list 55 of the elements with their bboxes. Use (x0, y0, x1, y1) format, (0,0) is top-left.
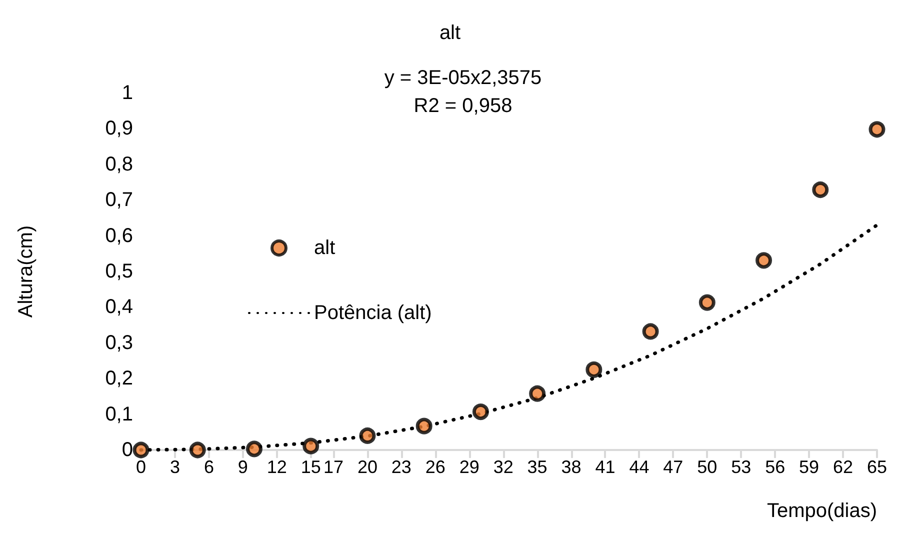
point (302, 438, 320, 454)
point (586, 361, 602, 378)
x-axis-title: Tempo(dias) (766, 500, 878, 522)
legend-label: alt (314, 237, 336, 259)
x-tick-label: 9 (238, 457, 248, 477)
point (416, 418, 432, 434)
point (189, 442, 206, 458)
x-tick-label: 6 (204, 457, 214, 477)
point (698, 294, 716, 311)
x-tick-label: 12 (266, 457, 287, 477)
point (642, 323, 659, 340)
chart-title: alt (439, 22, 462, 44)
x-tick-label: 29 (459, 457, 480, 477)
y-tick-label: 0,4 (105, 296, 133, 318)
x-tick-label: 65 (866, 457, 888, 477)
point (529, 385, 546, 402)
x-tick-label: 50 (697, 457, 718, 477)
point (756, 252, 772, 269)
point (246, 440, 262, 458)
point (812, 182, 829, 198)
x-tick-label: 32 (493, 457, 514, 477)
y-tick-label: 1 (122, 82, 133, 104)
x-tick-label: 20 (357, 457, 378, 477)
text: y = 3E-05x2,3575 (384, 67, 542, 89)
legend-label: Potência (alt) (314, 302, 432, 324)
y-tick-label: 0,1 (105, 403, 133, 426)
y-tick-label: 0,7 (105, 189, 133, 212)
annotation: R2 = 0,958 (414, 95, 512, 117)
x-tick-label: 38 (561, 457, 582, 477)
x-tick-label: 62 (833, 457, 854, 477)
x-tick-label: 3 (170, 457, 180, 477)
x-tick-label: 44 (629, 457, 650, 477)
x-tick-label: 0 (136, 457, 146, 477)
x-tick-label: 17 (323, 457, 344, 477)
y-tick-label: 0,3 (105, 332, 133, 354)
y-tick-label: 0,6 (105, 224, 133, 247)
x-tick-label: 15 (300, 457, 321, 477)
x-tick-label: 26 (425, 457, 446, 477)
y-tick-label: 0,8 (105, 153, 133, 176)
x-tick-label: 56 (765, 457, 786, 477)
x-tick-label: 23 (391, 457, 412, 477)
x-tick-label: 35 (527, 457, 548, 477)
x-tick-label: 47 (663, 457, 684, 477)
point (868, 121, 886, 138)
y-axis-title: Altura(cm) (15, 225, 37, 318)
point (472, 404, 489, 420)
x-tick-label: 41 (595, 457, 616, 477)
y-tick-label: 0,9 (105, 118, 133, 140)
y-tick-label: 0 (122, 439, 133, 461)
point (359, 427, 376, 444)
y-tick-label: 0,5 (105, 260, 133, 282)
x-tick-label: 53 (731, 457, 752, 477)
point (132, 442, 150, 458)
y-tick-label: 0,2 (105, 368, 133, 390)
x-tick-label: 59 (799, 457, 820, 477)
